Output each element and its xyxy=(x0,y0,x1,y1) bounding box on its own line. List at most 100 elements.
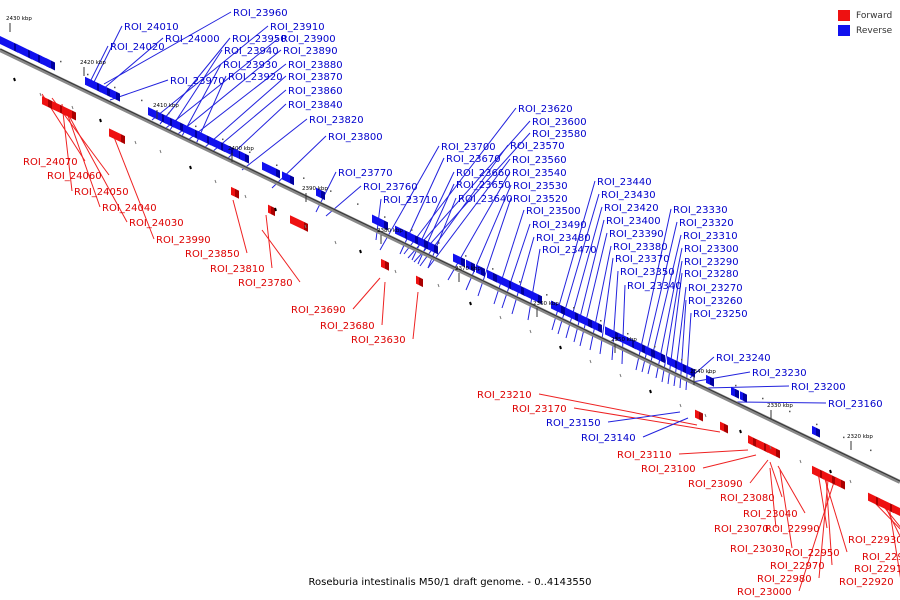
grid-dash xyxy=(244,194,247,199)
reverse-feature xyxy=(565,307,579,322)
scale-label: 2400 kbp xyxy=(228,146,254,152)
roi-label: ROI_23420 xyxy=(604,203,659,214)
scale-label: 2410 kbp xyxy=(153,103,179,109)
roi-label: ROI_23680 xyxy=(320,321,375,332)
roi-label: ROI_23840 xyxy=(288,100,343,111)
grid-dash xyxy=(13,77,16,82)
roi-label: ROI_23330 xyxy=(673,205,728,216)
reverse-feature xyxy=(476,264,485,277)
scale-label: 2380 kbp xyxy=(377,228,403,234)
grid-dot xyxy=(573,307,575,309)
roi-leader-line xyxy=(607,411,681,423)
roi-label: ROI_23230 xyxy=(752,368,807,379)
forward-feature xyxy=(268,204,275,217)
roi-label: ROI_23570 xyxy=(510,141,565,152)
grid-dot xyxy=(870,449,872,452)
roi-label: ROI_23380 xyxy=(613,242,668,253)
reverse-feature xyxy=(655,350,665,364)
roi-label: ROI_23310 xyxy=(683,231,738,242)
roi-label: ROI_23600 xyxy=(532,117,587,128)
grid-dot xyxy=(411,229,413,231)
roi-leader-line xyxy=(61,103,73,192)
grid-dot xyxy=(168,112,170,115)
roi-leader-line xyxy=(91,25,123,87)
grid-dot xyxy=(303,177,305,179)
roi-label: ROI_23640 xyxy=(458,194,513,205)
roi-label: ROI_23350 xyxy=(620,267,675,278)
reverse-feature xyxy=(578,313,592,329)
leader-lines xyxy=(41,11,900,592)
scale-label: 2360 kbp xyxy=(533,301,559,307)
reverse-feature xyxy=(172,118,184,133)
scale-label: 2330 kbp xyxy=(767,403,793,409)
roi-label: ROI_23110 xyxy=(617,450,672,461)
roi-leader-line xyxy=(412,291,419,340)
roi-leader-line xyxy=(642,417,689,438)
roi-label: ROI_23160 xyxy=(828,399,883,410)
scale-label: 2340 kbp xyxy=(690,369,716,375)
roi-leader-line xyxy=(403,107,517,255)
grid-dot xyxy=(816,423,818,426)
reverse-feature xyxy=(706,374,714,387)
roi-label: ROI_23250 xyxy=(693,309,748,320)
grid-dot xyxy=(708,371,710,374)
roi-label: ROI_23620 xyxy=(518,104,573,115)
forward-feature xyxy=(695,409,703,422)
roi-labels: ROI_24070 ROI_24060 ROI_24050 ROI_24040 ROI_… xyxy=(23,8,900,598)
grid-dot xyxy=(519,281,521,283)
scale-labels: 2430 kbp 2420 kbp 2410 kbp 2400 kbp 2390 kbp… xyxy=(6,16,873,484)
scale-label: 2390 kbp xyxy=(302,186,328,192)
grid-dot xyxy=(330,190,332,192)
reverse-feature xyxy=(197,130,211,146)
grid-dash xyxy=(334,240,337,245)
forward-feature xyxy=(835,476,845,490)
grid-dot xyxy=(465,255,467,257)
roi-leader-line xyxy=(427,158,511,269)
roi-leader-line xyxy=(673,286,687,387)
roi-leader-line xyxy=(511,236,535,315)
roi-label: ROI_23270 xyxy=(688,283,743,294)
roi-label: ROI_23650 xyxy=(456,180,511,191)
roi-leader-line xyxy=(67,113,128,223)
roi-leader-line xyxy=(101,37,164,91)
roi-label: ROI_23390 xyxy=(609,229,664,240)
roi-label: ROI_22970 xyxy=(770,561,825,572)
grid-dash xyxy=(769,445,772,450)
grid-dot xyxy=(276,164,278,166)
grid-dash xyxy=(739,429,742,434)
reverse-feature xyxy=(99,83,111,98)
roi-leader-line xyxy=(678,449,749,455)
roi-label: ROI_23440 xyxy=(597,177,652,188)
roi-label: ROI_23940 xyxy=(224,46,279,57)
roi-label: ROI_23770 xyxy=(338,168,393,179)
scale-label: 2420 kbp xyxy=(80,60,106,66)
roi-label: ROI_23800 xyxy=(328,132,383,143)
roi-label: ROI_23030 xyxy=(730,544,785,555)
roi-label: ROI_23260 xyxy=(688,296,743,307)
grid-dash xyxy=(189,165,192,170)
roi-label: ROI_23850 xyxy=(185,249,240,260)
roi-label: ROI_22980 xyxy=(757,574,812,585)
roi-leader-line xyxy=(407,120,531,259)
roi-label: ROI_22950 xyxy=(785,548,840,559)
roi-leader-line xyxy=(818,479,829,579)
reverse-feature xyxy=(372,214,388,231)
grid-dot xyxy=(654,345,656,348)
grid-dot xyxy=(357,203,359,205)
grid-dash xyxy=(829,469,832,474)
forward-feature xyxy=(42,96,52,110)
roi-leader-line xyxy=(769,461,783,498)
roi-label: ROI_22920 xyxy=(839,577,894,588)
roi-label: ROI_23710 xyxy=(383,195,438,206)
roi-leader-line xyxy=(702,454,757,469)
grid-dash xyxy=(304,224,307,229)
roi-leader-line xyxy=(417,183,455,265)
grid-dash xyxy=(159,149,162,154)
roi-label: ROI_23470 xyxy=(542,245,597,256)
roi-leader-line xyxy=(538,393,698,426)
reverse-feature xyxy=(262,161,280,179)
forward-feature xyxy=(766,443,780,459)
reverse-feature xyxy=(592,320,602,334)
roi-label: ROI_23480 xyxy=(536,233,591,244)
